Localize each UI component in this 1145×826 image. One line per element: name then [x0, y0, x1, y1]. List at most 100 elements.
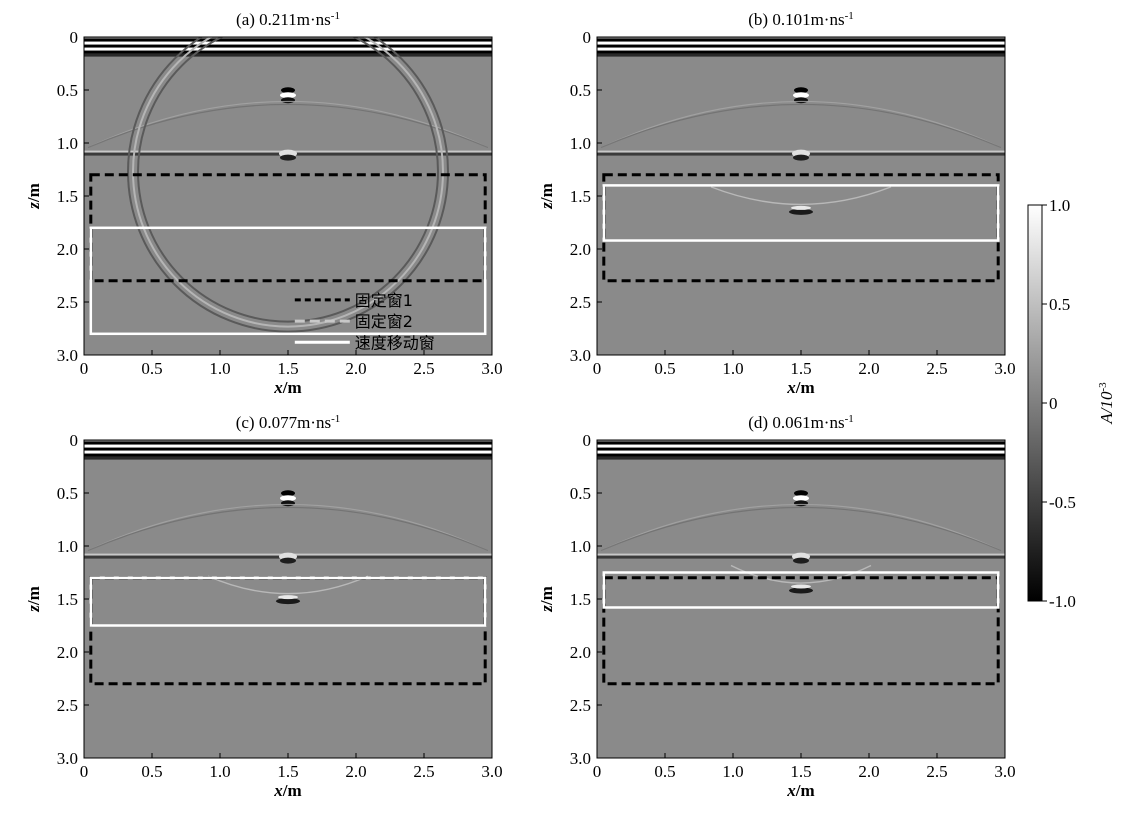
- fixed-window: [602, 576, 1000, 686]
- colorbar-label: A/10-3: [1097, 382, 1116, 425]
- y-tick-label: 2.0: [570, 643, 591, 662]
- x-tick-label: 2.5: [926, 359, 947, 378]
- panel-b: 0 0.5 1.0 1.5 2.0 2.5 3.000.51.01.52.02.53.0(b…: [537, 10, 1016, 397]
- y-tick-label: 0.5: [570, 81, 591, 100]
- y-tick-label: 1.5: [570, 187, 591, 206]
- y-tick-label: 3.0: [570, 346, 591, 365]
- y-tick-label: 2.0: [57, 240, 78, 259]
- x-tick-label: 0.5: [654, 359, 675, 378]
- surface-reflector-band: [597, 44, 1005, 48]
- surface-reflector-band: [84, 447, 492, 451]
- velocity-moving-window: [602, 184, 1000, 242]
- x-tick-label: 1.5: [277, 762, 298, 781]
- surface-reflector-band: [597, 441, 1005, 445]
- velocity-moving-window: [602, 571, 1000, 609]
- panel-a: 0 0.5 1.0 1.5 2.0 2.5 3.000.51.01.52.02.53.0(a…: [24, 10, 503, 397]
- colorbar-tick-label: -0.5: [1049, 493, 1076, 512]
- y-tick-label: 0: [583, 28, 592, 47]
- x-tick-label: 1.0: [722, 359, 743, 378]
- diffraction-arc: [87, 100, 489, 149]
- y-axis-label: z/m: [537, 183, 556, 210]
- surface-reflector-band: [84, 444, 492, 448]
- y-tick-label: 1.0: [57, 537, 78, 556]
- x-tick-label: 1.0: [209, 762, 230, 781]
- panel-d: 0 0.5 1.0 1.5 2.0 2.5 3.000.51.01.52.02.53.0(d…: [537, 413, 1016, 800]
- surface-reflector-band: [597, 38, 1005, 42]
- plot-background: [84, 37, 492, 355]
- diffraction-arc: [600, 506, 1002, 552]
- plot-background: [597, 37, 1005, 355]
- x-tick-label: 1.0: [722, 762, 743, 781]
- interface-dark-spot: [793, 557, 809, 564]
- migrated-focus-dark: [789, 208, 813, 215]
- y-tick-label: 1.0: [57, 134, 78, 153]
- y-axis-label: z/m: [537, 586, 556, 613]
- x-tick-label: 0: [593, 359, 602, 378]
- surface-reflector-band: [84, 38, 492, 42]
- migrated-focus-bright: [791, 205, 811, 210]
- scatter-point-bright: [793, 92, 809, 99]
- surface-reflector-band: [597, 444, 1005, 448]
- legend-label: 固定窗2: [355, 312, 413, 331]
- x-tick-label: 1.5: [277, 359, 298, 378]
- x-tick-label: 3.0: [994, 359, 1015, 378]
- y-axis-label: z/m: [24, 183, 43, 210]
- y-tick-label: 0: [70, 28, 79, 47]
- y-tick-label: 3.0: [57, 346, 78, 365]
- plot-background: [597, 440, 1005, 758]
- colorbar-tick-label: 0: [1049, 394, 1058, 413]
- y-tick-label: 2.5: [570, 293, 591, 312]
- fixed-window: [89, 173, 487, 283]
- surface-reflector-band: [597, 456, 1005, 460]
- surface-reflector-band: [84, 441, 492, 445]
- surface-reflector-band: [84, 456, 492, 460]
- migrated-diffraction-arc: [710, 186, 892, 206]
- scatter-point-dark: [794, 500, 808, 507]
- x-tick-label: 0.5: [654, 762, 675, 781]
- x-tick-label: 1.5: [790, 762, 811, 781]
- surface-reflector-band: [84, 47, 492, 51]
- x-tick-label: 2.5: [926, 762, 947, 781]
- diffraction-arc: [87, 103, 489, 149]
- y-tick-label: 1.0: [570, 537, 591, 556]
- surface-reflector-band: [597, 53, 1005, 57]
- scatter-point-dark: [281, 87, 295, 94]
- x-axis-label: x/m: [786, 781, 814, 800]
- x-tick-label: 0.5: [141, 359, 162, 378]
- scatter-point-bright: [280, 92, 296, 99]
- surface-reflector-band: [84, 453, 492, 457]
- surface-reflector-band: [597, 50, 1005, 54]
- x-tick-label: 1.0: [209, 359, 230, 378]
- diffraction-arc: [600, 103, 1002, 149]
- interface-dark-spot: [793, 154, 809, 161]
- scatter-point-dark: [794, 87, 808, 94]
- scatter-point-dark: [794, 97, 808, 104]
- x-tick-label: 3.0: [481, 359, 502, 378]
- x-axis-label: x/m: [786, 378, 814, 397]
- surface-reflector-band: [597, 47, 1005, 51]
- colorbar-gradient: [1027, 204, 1043, 602]
- x-tick-label: 2.0: [345, 762, 366, 781]
- scatter-point-dark: [794, 490, 808, 497]
- y-axis-label: z/m: [24, 586, 43, 613]
- surface-reflector-band: [84, 50, 492, 54]
- legend-label: 速度移动窗: [355, 333, 435, 352]
- x-axis-label: x/m: [273, 378, 301, 397]
- fixed-window: [602, 173, 1000, 283]
- y-tick-label: 0.5: [57, 81, 78, 100]
- defocused-diffraction-ring: [127, 37, 449, 333]
- x-tick-label: 0.5: [141, 762, 162, 781]
- scatter-point-dark: [281, 97, 295, 104]
- x-axis-label: x/m: [273, 781, 301, 800]
- migrated-focus-bright: [791, 584, 811, 589]
- velocity-moving-window: [89, 226, 487, 336]
- y-tick-label: 1.0: [570, 134, 591, 153]
- scatter-point-dark: [281, 500, 295, 507]
- surface-reflector-band: [84, 44, 492, 48]
- x-tick-label: 2.0: [858, 359, 879, 378]
- scatter-point-bright: [280, 495, 296, 502]
- y-tick-label: 0.5: [57, 484, 78, 503]
- surface-reflector-band: [597, 447, 1005, 451]
- panel-title: (b) 0.101m·ns-1: [748, 10, 854, 29]
